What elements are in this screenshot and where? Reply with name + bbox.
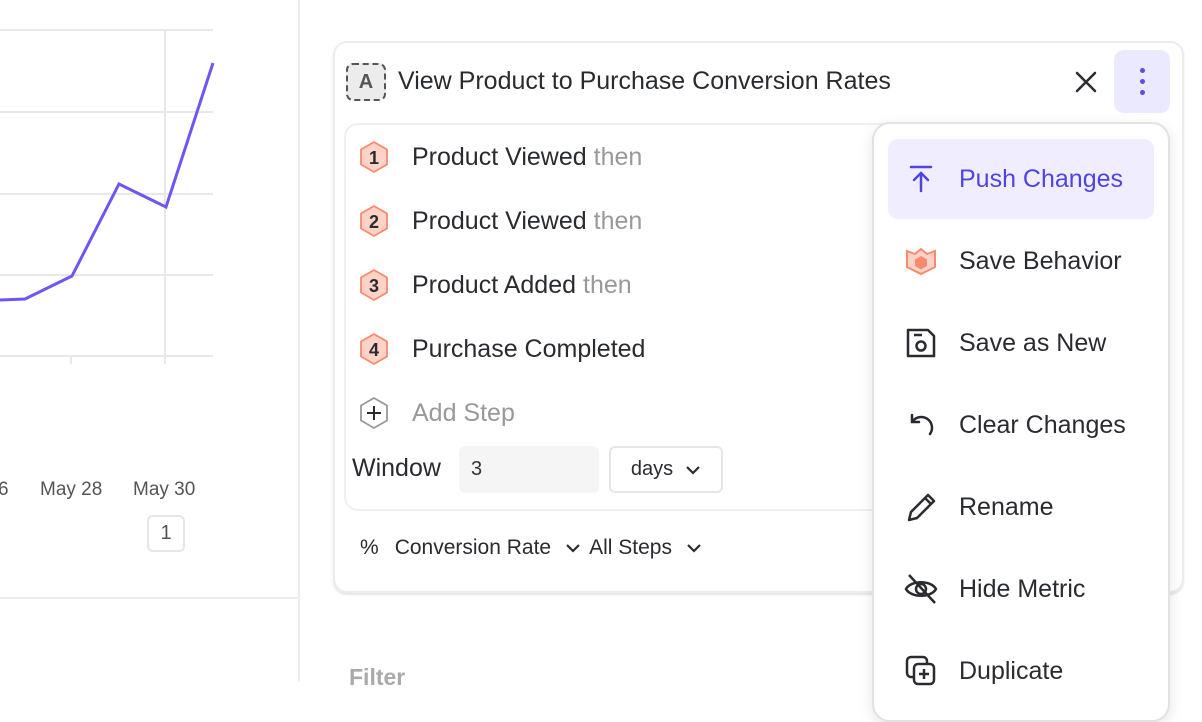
behavior-icon xyxy=(906,247,936,276)
filter-heading: Filter xyxy=(349,664,406,690)
menu-item-label: Save Behavior xyxy=(959,246,1122,275)
funnel-step[interactable]: 3 Product Added then xyxy=(358,268,632,302)
menu-item-duplicate[interactable]: Duplicate xyxy=(888,631,1154,711)
measure-select[interactable]: Conversion Rate xyxy=(394,536,552,559)
step-number-icon: 3 xyxy=(360,268,388,302)
line-chart xyxy=(0,29,215,364)
menu-item-label: Push Changes xyxy=(959,164,1124,193)
chevron-down-icon xyxy=(686,465,700,475)
divider xyxy=(0,597,298,599)
menu-item-save-as-new[interactable]: Save as New xyxy=(888,303,1154,383)
svg-text:2: 2 xyxy=(369,212,379,232)
menu-item-label: Hide Metric xyxy=(959,574,1086,603)
window-label: Window xyxy=(352,454,441,482)
push-icon xyxy=(909,165,933,193)
close-icon[interactable] xyxy=(1072,68,1100,96)
x-tick-label: May 28 xyxy=(40,479,103,500)
step-connector: then xyxy=(583,270,632,299)
x-tick-label: May 30 xyxy=(133,479,196,500)
metric-card xyxy=(333,41,1184,593)
metric-letter-badge: A xyxy=(346,63,386,101)
eye-off-icon xyxy=(904,574,938,604)
metric-title[interactable]: View Product to Purchase Conversion Rate… xyxy=(398,67,891,95)
undo-icon xyxy=(910,413,934,436)
step-event: Purchase Completed xyxy=(412,334,646,363)
step-event: Product Viewed xyxy=(412,142,587,171)
pencil-icon xyxy=(907,493,936,522)
kebab-icon xyxy=(1139,68,1145,73)
menu-item-label: Rename xyxy=(959,492,1054,521)
svg-text:4: 4 xyxy=(369,340,379,360)
step-connector: then xyxy=(593,206,643,235)
options-menu xyxy=(872,122,1170,722)
percent-icon: % xyxy=(360,536,379,559)
step-number-icon: 1 xyxy=(360,140,388,174)
menu-item-rename[interactable]: Rename xyxy=(888,467,1154,547)
steps-scope-select[interactable]: All Steps xyxy=(589,536,672,559)
funnel-step[interactable]: 2 Product Viewed then xyxy=(358,204,642,238)
chevron-down-icon[interactable] xyxy=(565,543,581,553)
menu-item-label: Save as New xyxy=(959,328,1107,357)
duplicate-icon xyxy=(905,655,936,686)
window-unit-value: days xyxy=(630,458,674,480)
step-connector: then xyxy=(593,142,643,171)
x-tick-label: 6 xyxy=(0,479,9,500)
add-step-label: Add Step xyxy=(412,398,515,427)
step-event: Product Added xyxy=(412,270,577,299)
step-event: Product Viewed xyxy=(412,206,587,235)
window-input[interactable] xyxy=(459,446,599,493)
menu-item-label: Duplicate xyxy=(959,656,1064,685)
add-step-button[interactable]: Add Step xyxy=(358,396,515,430)
series-line xyxy=(0,62,215,302)
funnel-step[interactable]: 1 Product Viewed then xyxy=(358,140,642,174)
menu-item-label: Clear Changes xyxy=(959,410,1126,439)
svg-text:1: 1 xyxy=(369,148,379,168)
funnel-step[interactable]: 4 Purchase Completed xyxy=(358,332,645,366)
more-options-button[interactable] xyxy=(1114,50,1170,113)
svg-text:3: 3 xyxy=(369,276,379,296)
add-hex-icon xyxy=(360,396,388,430)
menu-item-save-behavior[interactable]: Save Behavior xyxy=(888,221,1154,301)
annotation-badge[interactable]: 1 xyxy=(147,515,185,552)
step-number-icon: 4 xyxy=(360,332,388,366)
menu-item-hide-metric[interactable]: Hide Metric xyxy=(888,549,1154,629)
step-number-icon: 2 xyxy=(360,204,388,238)
menu-item-clear-changes[interactable]: Clear Changes xyxy=(888,385,1154,465)
measure-row: % Conversion Rate All Steps xyxy=(358,536,710,560)
menu-item-push-changes[interactable]: Push Changes xyxy=(888,139,1154,219)
chevron-down-icon[interactable] xyxy=(686,543,702,553)
save-icon xyxy=(906,328,936,358)
window-unit-select[interactable]: days xyxy=(609,446,723,493)
panel-divider xyxy=(298,0,300,682)
